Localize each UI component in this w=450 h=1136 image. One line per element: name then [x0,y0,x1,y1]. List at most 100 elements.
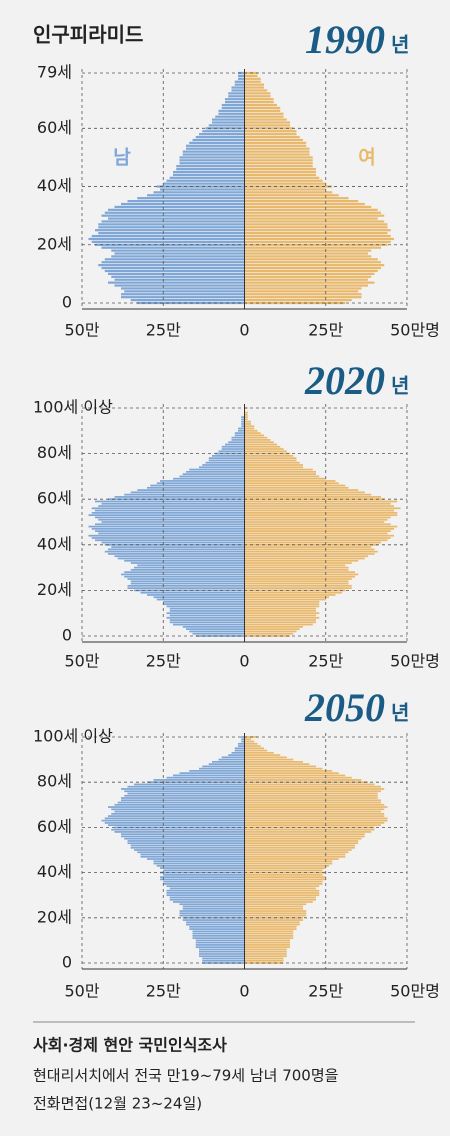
bar [212,121,245,124]
bar [244,788,385,790]
bar [244,150,310,153]
bar [202,962,245,964]
bar [124,790,245,793]
x-tick-label: 50만 [64,652,99,671]
bar [244,819,388,822]
x-tick-label: 50만 [64,982,99,1001]
bar [244,946,290,949]
bar [244,237,394,241]
bar [244,525,398,528]
bar [244,953,287,955]
bar [130,569,245,571]
bar [244,948,287,951]
bar [244,516,391,519]
bar [244,562,352,564]
bar [244,275,372,278]
bar [244,156,313,159]
bar [238,427,245,430]
bar [231,86,245,89]
bar [244,749,268,752]
page-title: 인구피라미드 [33,23,143,47]
bar [169,614,245,617]
bar [244,83,264,86]
bar [108,806,245,808]
x-tick-label: 25만 [146,982,181,1001]
bar [244,801,381,804]
bar [91,234,245,238]
bar [244,109,281,112]
bar [134,783,245,786]
bar [195,946,245,949]
bar [241,425,245,428]
bar [244,95,271,98]
bar [153,860,245,863]
bar [244,779,362,781]
bar [244,208,378,211]
bar [192,937,245,939]
bar [241,736,245,738]
bar [244,826,375,829]
bar [244,489,359,491]
bar [108,548,245,551]
bar [244,623,313,626]
bar [244,935,294,937]
bar [101,819,245,822]
bar [244,925,297,928]
bar [244,594,336,596]
bar [215,452,245,455]
bar [244,220,385,223]
bar [244,621,316,624]
bar [108,272,245,275]
bar [244,867,326,869]
bar [218,112,245,115]
bar [199,950,245,953]
bar [244,919,303,921]
bar [98,505,245,507]
bar [101,261,245,264]
bar [130,582,245,585]
bar [156,482,245,485]
bar [182,150,245,153]
bar [124,559,245,562]
bar [244,133,297,136]
bar [244,765,316,768]
bar [244,473,316,475]
bar [244,928,297,930]
bar [231,439,245,441]
bar [244,632,294,635]
bar [163,600,245,603]
bar [244,580,349,583]
bar [244,165,313,168]
bar [244,840,359,842]
bar [134,589,245,592]
bar [121,799,245,802]
bar [91,240,245,243]
bar [244,751,274,754]
bar [244,457,297,460]
bar [225,98,245,101]
bar [244,217,378,220]
bar [121,833,245,836]
bar [244,470,316,473]
y-tick-label: 0 [62,953,72,972]
y-tick-label: 100세 이상 [33,727,113,746]
bar [121,293,245,296]
x-tick-label: 50만명 [390,321,440,340]
bar [244,464,303,466]
bar [108,498,245,501]
y-tick-label: 100세 이상 [33,398,113,417]
bar [238,429,245,432]
bar [244,546,372,548]
bar [244,817,388,820]
bar [244,258,378,261]
bar [244,445,281,448]
bar [244,101,274,104]
bar [244,441,274,444]
bar [244,939,290,942]
bar [244,534,394,537]
bar [244,916,303,919]
bar [244,234,391,238]
bar [244,828,375,831]
bar [166,616,245,619]
bar [244,296,362,299]
